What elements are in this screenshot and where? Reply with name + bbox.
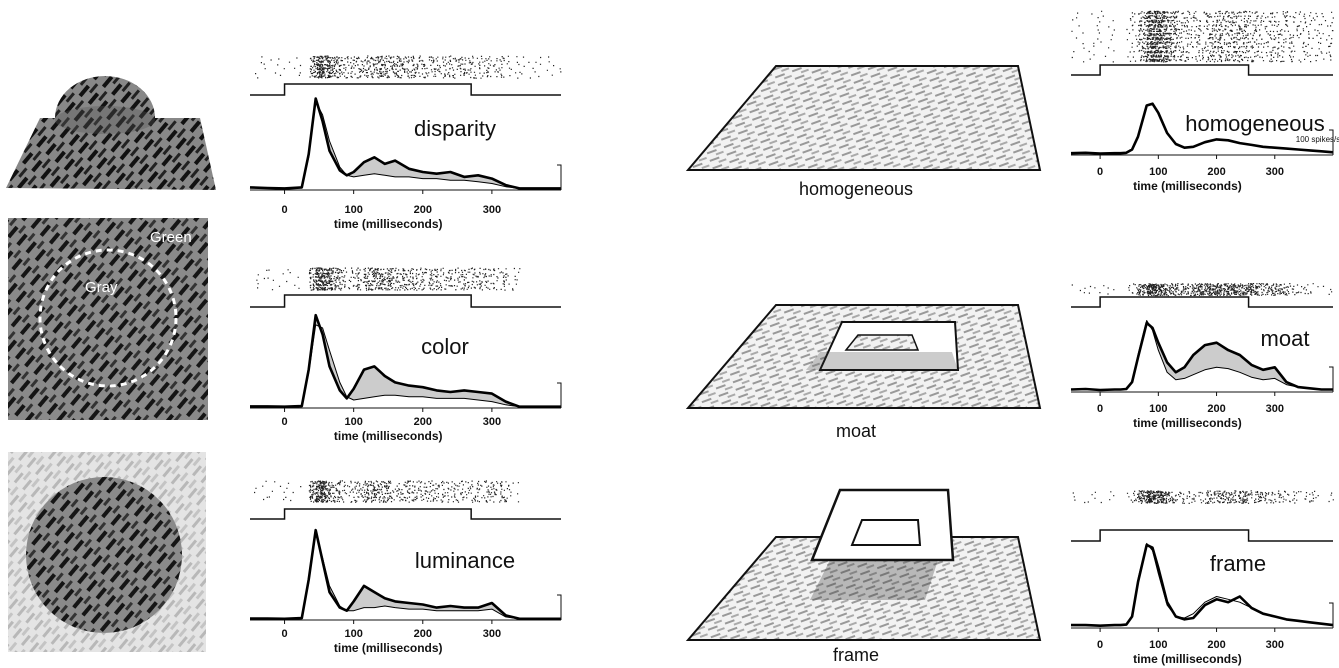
response-panel: disparity 0 100 200 300 time (milliseconds) [250,55,561,231]
x-tick-label: 100 [1149,166,1167,178]
condition-label: frame [833,645,879,665]
x-tick-label: 200 [414,416,432,428]
stimulus-trace [250,509,561,519]
x-axis-label: time (milliseconds) [1133,416,1242,430]
x-tick-label: 300 [1266,166,1284,178]
stimulus-disparity [6,76,216,190]
response-panel: color 0 100 200 300 time (milliseconds) [250,267,561,443]
x-tick-label: 0 [281,416,287,428]
stimulus-frame: frame [688,490,1040,665]
x-tick-label: 200 [414,204,432,216]
difference-shading [250,99,561,189]
difference-shading [250,315,561,407]
stimulus-trace [250,295,561,307]
scale-bar [557,165,561,190]
x-tick-label: 200 [1207,166,1225,178]
x-tick-label: 300 [1266,639,1284,651]
chart-title: moat [1261,326,1310,351]
color-label: Green [150,229,192,246]
x-tick-label: 0 [1097,639,1103,651]
x-axis-label: time (milliseconds) [1133,652,1242,666]
response-panel: homogeneous 0 100 200 300 time (milliseconds)… [1071,11,1339,193]
raster [254,480,519,503]
response-curve [1071,545,1333,626]
x-tick-label: 0 [1097,403,1103,415]
chart-title: frame [1210,551,1266,576]
x-tick-label: 300 [483,628,501,640]
x-tick-label: 100 [344,416,362,428]
x-tick-label: 300 [1266,403,1284,415]
raster [1071,11,1333,63]
difference-shading [250,530,561,619]
x-axis-label: time (milliseconds) [334,217,443,231]
chart-title: disparity [414,116,496,141]
stimulus-trace [250,84,561,95]
chart-title: homogeneous [1185,111,1324,136]
x-axis-label: time (milliseconds) [334,641,443,655]
x-axis-label: time (milliseconds) [1133,179,1242,193]
color-label: Gray [85,279,118,296]
condition-label: moat [836,421,876,441]
condition-label: homogeneous [799,179,913,199]
raster [1072,283,1333,296]
x-tick-label: 300 [483,416,501,428]
x-axis-label: time (milliseconds) [334,429,443,443]
x-tick-label: 100 [344,628,362,640]
raster [256,267,520,290]
scale-bar [557,595,561,620]
x-tick-label: 0 [281,628,287,640]
x-tick-label: 100 [1149,403,1167,415]
response-panel: frame 0 100 200 300 time (milliseconds) [1071,490,1334,666]
x-tick-label: 300 [483,204,501,216]
figure: Green Gray homogeneous moat frame dispar… [0,0,1339,668]
stimulus-color: Green Gray [8,218,208,420]
stimulus-moat: moat [688,305,1040,441]
scale-label: 100 spikes/s [1296,135,1339,144]
x-tick-label: 200 [1207,403,1225,415]
chart-title: color [421,334,469,359]
x-tick-label: 100 [1149,639,1167,651]
response-panel: moat 0 100 200 300 time (milliseconds) [1071,283,1333,430]
x-tick-label: 200 [414,628,432,640]
response-panel: luminance 0 100 200 300 time (milliseconds) [250,480,561,655]
chart-title: luminance [415,548,515,573]
x-tick-label: 0 [1097,166,1103,178]
stimulus-trace [1071,65,1333,75]
x-tick-label: 200 [1207,639,1225,651]
stimulus-trace [1071,530,1333,541]
stimulus-luminance [8,452,206,652]
x-tick-label: 0 [281,204,287,216]
response-curve [1071,543,1333,625]
stimulus-homogeneous: homogeneous [688,66,1040,199]
stimulus-trace [1071,297,1333,307]
scale-bar [557,383,561,408]
raster [1073,490,1334,504]
raster [255,55,561,78]
x-tick-label: 100 [344,204,362,216]
